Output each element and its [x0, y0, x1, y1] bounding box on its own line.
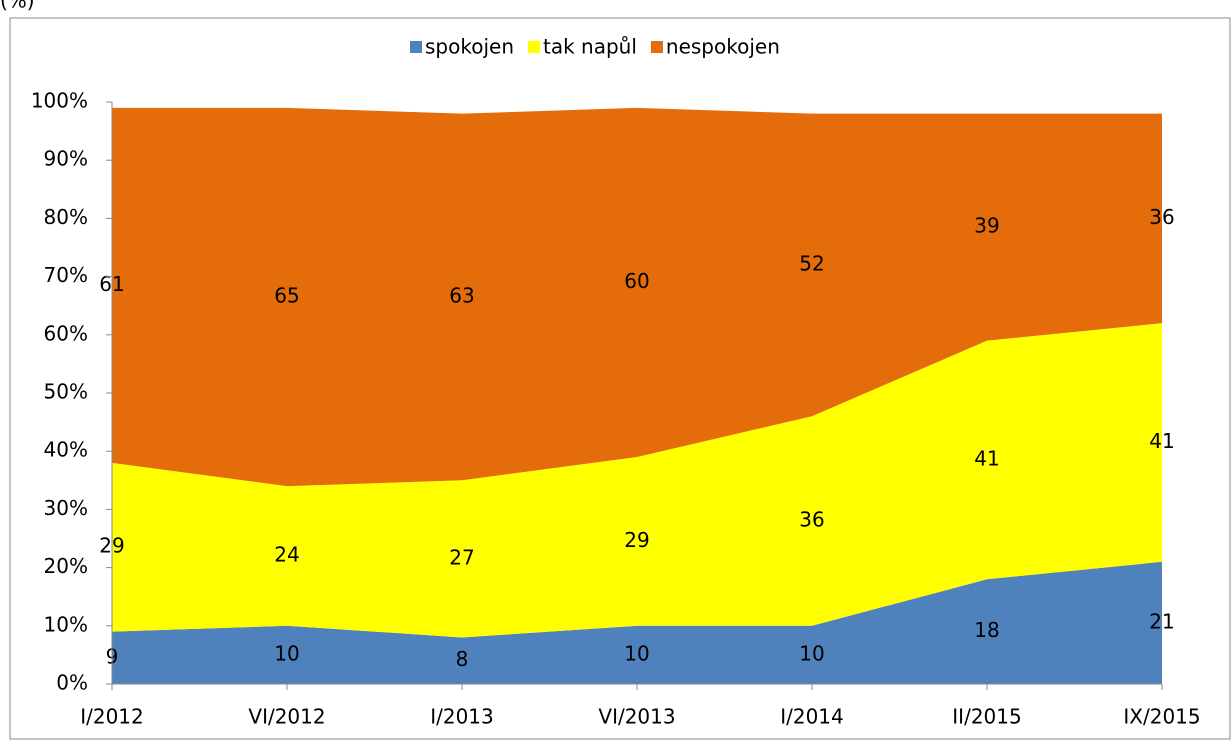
data-label: 41 [974, 446, 999, 470]
y-tick-label: 30% [44, 496, 88, 520]
x-tick-label: I/2012 [80, 705, 144, 729]
data-label: 41 [1149, 429, 1174, 453]
y-tick-label: 50% [44, 380, 88, 404]
data-label: 63 [449, 283, 474, 307]
y-tick-label: 20% [44, 554, 88, 578]
y-tick-label: 0% [56, 671, 88, 695]
legend-label: nespokojen [666, 35, 780, 59]
area [112, 323, 1162, 638]
legend-label: spokojen [425, 35, 514, 59]
area [112, 107, 1162, 487]
data-label: 60 [624, 269, 649, 293]
data-label: 18 [974, 618, 999, 642]
data-label: 36 [799, 508, 824, 532]
data-label: 10 [274, 641, 299, 665]
area [112, 561, 1162, 684]
legend-swatch [650, 41, 663, 53]
x-tick-label: VI/2012 [248, 705, 325, 729]
y-axis-label: (%) [0, 0, 35, 13]
data-label: 52 [799, 251, 824, 275]
data-label: 24 [274, 542, 299, 566]
y-tick-label: 100% [31, 89, 88, 113]
y-tick-label: 90% [44, 147, 88, 171]
x-tick-label: IX/2015 [1123, 705, 1200, 729]
y-tick-label: 80% [44, 205, 88, 229]
x-tick-label: VI/2013 [598, 705, 675, 729]
y-tick-label: 60% [44, 321, 88, 345]
data-label: 27 [449, 545, 474, 569]
x-tick-label: I/2013 [430, 705, 494, 729]
y-tick-label: 70% [44, 263, 88, 287]
x-tick-label: II/2015 [952, 705, 1021, 729]
data-label: 8 [456, 647, 469, 671]
data-label: 29 [624, 528, 649, 552]
legend-swatch [410, 41, 422, 53]
data-label: 39 [974, 214, 999, 238]
data-label: 10 [799, 641, 824, 665]
data-label: 36 [1149, 205, 1174, 229]
data-label: 10 [624, 641, 649, 665]
legend-label: tak napůl [543, 35, 637, 59]
y-tick-label: 40% [44, 438, 88, 462]
y-tick-label: 10% [44, 612, 88, 636]
data-label: 21 [1149, 609, 1174, 633]
x-tick-label: I/2014 [780, 705, 844, 729]
legend-swatch [528, 41, 540, 53]
data-label: 65 [274, 283, 299, 307]
